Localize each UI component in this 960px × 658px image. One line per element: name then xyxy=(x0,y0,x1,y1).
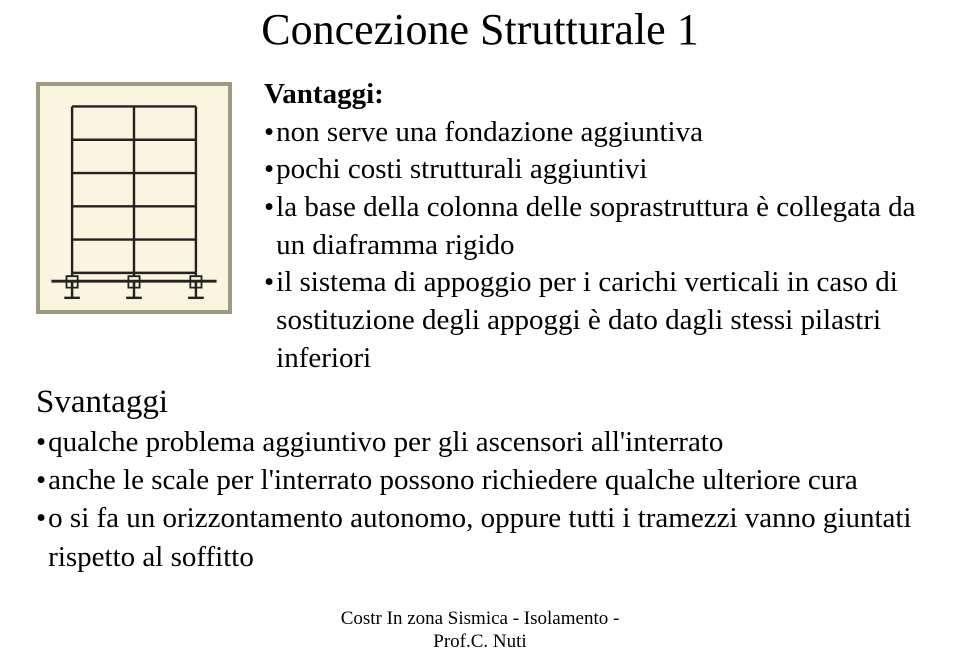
vantaggi-item: • non serve una fondazione aggiuntiva xyxy=(264,114,924,152)
vantaggi-item: • pochi costi strutturali aggiuntivi xyxy=(264,151,924,189)
vantaggi-item: • la base della colonna delle soprastrut… xyxy=(264,189,924,264)
vantaggi-item: • il sistema di appoggio per i carichi v… xyxy=(264,264,924,377)
bullet-dot: • xyxy=(36,423,48,461)
vantaggi-block: Vantaggi: • non serve una fondazione agg… xyxy=(236,76,924,378)
content-body: Vantaggi: • non serve una fondazione agg… xyxy=(36,76,924,576)
bullet-dot: • xyxy=(36,499,48,576)
bullet-text: la base della colonna delle soprastruttu… xyxy=(276,189,924,264)
figure-container xyxy=(36,76,236,314)
svantaggi-item: • o si fa un orizzontamento autonomo, op… xyxy=(36,499,924,576)
bullet-dot: • xyxy=(36,461,48,499)
bullet-dot: • xyxy=(264,151,276,189)
page-title: Concezione Strutturale 1 xyxy=(0,4,960,55)
svantaggi-item: • qualche problema aggiuntivo per gli as… xyxy=(36,423,924,461)
bullet-text: pochi costi strutturali aggiuntivi xyxy=(276,151,924,189)
building-svg xyxy=(48,94,220,302)
svantaggi-item: • anche le scale per l'interrato possono… xyxy=(36,461,924,499)
building-figure xyxy=(36,82,232,314)
bullet-text: non serve una fondazione aggiuntiva xyxy=(276,114,924,152)
svantaggi-heading: Svantaggi xyxy=(36,382,924,423)
footer-line-2: Prof.C. Nuti xyxy=(0,631,960,654)
top-row: Vantaggi: • non serve una fondazione agg… xyxy=(36,76,924,378)
bullet-text: anche le scale per l'interrato possono r… xyxy=(48,461,924,499)
slide-page: Concezione Strutturale 1 Vantaggi: • non… xyxy=(0,0,960,658)
bullet-text: il sistema di appoggio per i carichi ver… xyxy=(276,264,924,377)
bullet-dot: • xyxy=(264,114,276,152)
figure-inner xyxy=(48,94,220,302)
vantaggi-heading: Vantaggi: xyxy=(264,76,924,114)
footer-line-1: Costr In zona Sismica - Isolamento - xyxy=(0,608,960,631)
bullet-dot: • xyxy=(264,189,276,264)
bullet-text: qualche problema aggiuntivo per gli asce… xyxy=(48,423,924,461)
slide-footer: Costr In zona Sismica - Isolamento - Pro… xyxy=(0,608,960,654)
bullet-dot: • xyxy=(264,264,276,377)
bullet-text: o si fa un orizzontamento autonomo, oppu… xyxy=(48,499,924,576)
svantaggi-block: Svantaggi • qualche problema aggiuntivo … xyxy=(36,382,924,576)
